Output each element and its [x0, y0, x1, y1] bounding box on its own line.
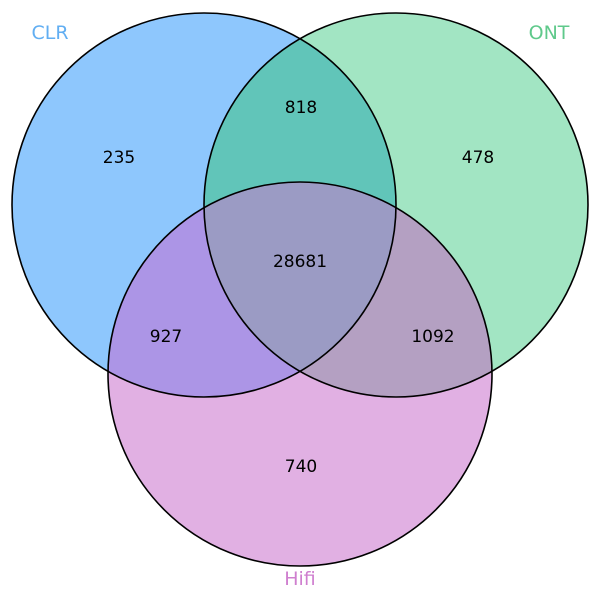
count-hifi-only: 740: [285, 457, 317, 477]
count-all: 28681: [273, 252, 327, 272]
outline-clr: [11, 12, 397, 398]
count-clr-only: 235: [103, 148, 135, 168]
outline-ont: [203, 12, 589, 398]
count-clr-hifi: 927: [150, 327, 182, 347]
count-ont-hifi: 1092: [411, 327, 454, 347]
set-label-clr: CLR: [31, 22, 68, 44]
set-label-ont: ONT: [529, 22, 570, 44]
count-clr-ont: 818: [285, 98, 317, 118]
count-ont-only: 478: [462, 148, 494, 168]
set-label-hifi: Hifi: [284, 568, 316, 590]
outline-hifi: [107, 181, 493, 567]
